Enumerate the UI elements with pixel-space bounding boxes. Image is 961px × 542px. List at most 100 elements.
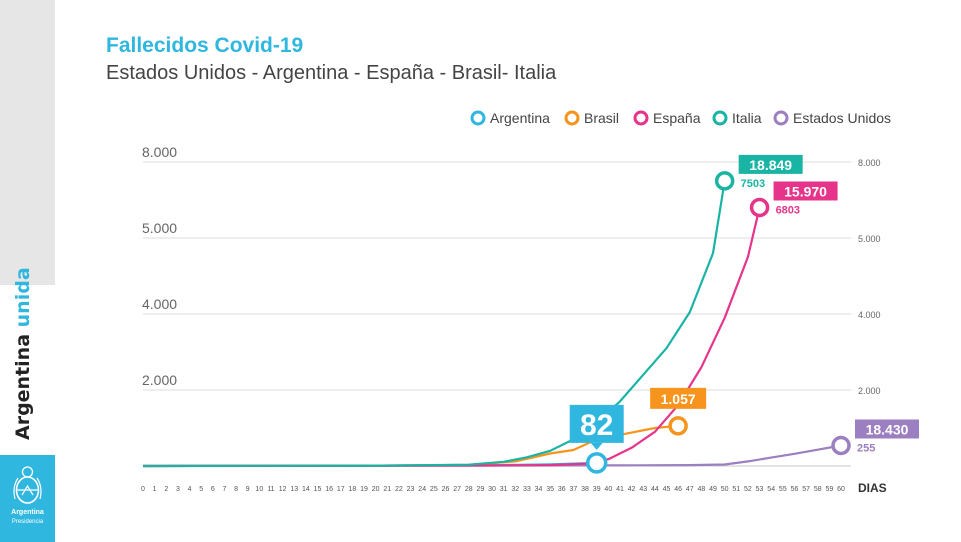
right-y-tick-label: 8.000 bbox=[858, 158, 881, 168]
x-tick-label: 33 bbox=[523, 486, 531, 493]
x-tick-label: 60 bbox=[837, 486, 845, 493]
legend-marker-argentina bbox=[470, 110, 486, 126]
x-tick-label: 58 bbox=[814, 486, 822, 493]
left-y-tick-label: 8.000 bbox=[142, 144, 177, 160]
x-tick-label: 50 bbox=[721, 486, 729, 493]
x-tick-label: 45 bbox=[663, 486, 671, 493]
seal-caption-argentina: Argentina bbox=[11, 509, 44, 516]
x-tick-label: 17 bbox=[337, 486, 345, 493]
legend-marker-espana bbox=[633, 110, 649, 126]
x-tick-label: 43 bbox=[639, 486, 647, 493]
x-tick-label: 16 bbox=[325, 486, 333, 493]
right-y-axis-ticks: 8.000 5.000 4.000 2.000 bbox=[858, 158, 881, 396]
end-label-box-argentina bbox=[569, 404, 624, 443]
seal-caption-presidencia: Presidencia bbox=[11, 519, 44, 525]
x-tick-label: 55 bbox=[779, 486, 787, 493]
seal-icon bbox=[13, 466, 42, 504]
presidencia-logo-box: Argentina Presidencia bbox=[0, 455, 55, 542]
x-tick-label: 41 bbox=[616, 486, 624, 493]
x-axis-ticks: 0 1 2 3 4 5 6 7 8 9 10 11 12 13 14 15 16 17 18 19 20 21 22 23 24… bbox=[141, 486, 845, 493]
end-value-espana: 6803 bbox=[776, 204, 800, 216]
x-tick-label: 30 bbox=[488, 486, 496, 493]
x-tick-label: 54 bbox=[767, 486, 775, 493]
x-tick-label: 57 bbox=[802, 486, 810, 493]
x-tick-label: 6 bbox=[211, 486, 215, 493]
x-tick-label: 56 bbox=[791, 486, 799, 493]
x-tick-label: 31 bbox=[500, 486, 508, 493]
x-tick-label: 7 bbox=[222, 486, 226, 493]
x-tick-label: 2 bbox=[164, 486, 168, 493]
x-tick-label: 34 bbox=[535, 486, 543, 493]
left-y-tick-label: 4.000 bbox=[142, 296, 177, 312]
legend-label-italia: Italia bbox=[732, 110, 762, 126]
x-axis-label: DIAS bbox=[858, 481, 887, 495]
x-tick-label: 37 bbox=[570, 486, 578, 493]
right-y-tick-label: 2.000 bbox=[858, 386, 881, 396]
x-tick-label: 23 bbox=[407, 486, 415, 493]
x-tick-label: 47 bbox=[686, 486, 694, 493]
end-value-estados-unidos: 255 bbox=[857, 442, 875, 454]
legend-marker-estados-unidos bbox=[773, 110, 789, 126]
x-tick-label: 42 bbox=[628, 486, 636, 493]
end-label-argentina: 82 bbox=[580, 409, 613, 442]
x-tick-label: 38 bbox=[581, 486, 589, 493]
left-y-tick-label: 2.000 bbox=[142, 372, 177, 388]
x-tick-label: 52 bbox=[744, 486, 752, 493]
x-tick-label: 11 bbox=[267, 486, 274, 493]
x-tick-label: 8 bbox=[234, 486, 238, 493]
end-label-box-brasil bbox=[650, 387, 707, 409]
x-tick-label: 49 bbox=[709, 486, 717, 493]
end-label-espana: 15.970 bbox=[784, 183, 827, 199]
x-tick-label: 1 bbox=[153, 486, 157, 493]
end-label-pointer-argentina bbox=[590, 442, 603, 450]
x-tick-label: 22 bbox=[395, 486, 403, 493]
chart-title: Fallecidos Covid-19 bbox=[106, 34, 304, 57]
x-tick-label: 5 bbox=[199, 486, 203, 493]
x-tick-label: 29 bbox=[476, 486, 484, 493]
end-marker-brasil bbox=[668, 416, 688, 436]
x-tick-label: 15 bbox=[314, 486, 322, 493]
right-y-tick-label: 5.000 bbox=[858, 234, 881, 244]
x-tick-label: 14 bbox=[302, 486, 310, 493]
x-tick-label: 0 bbox=[141, 486, 145, 493]
x-tick-label: 18 bbox=[349, 486, 357, 493]
x-tick-label: 12 bbox=[279, 486, 287, 493]
legend-label-estados-unidos: Estados Unidos bbox=[793, 110, 891, 126]
end-marker-argentina bbox=[585, 452, 608, 474]
legend-label-espana: España bbox=[653, 110, 701, 126]
left-y-tick-label: 5.000 bbox=[142, 220, 177, 236]
series-end-markers: 82 1.057 15.970 6803 18.849 7503 18.430 255 bbox=[569, 154, 919, 474]
x-tick-label: 19 bbox=[360, 486, 368, 493]
legend-label-brasil: Brasil bbox=[584, 110, 619, 126]
series-lines bbox=[142, 180, 842, 468]
legend-label-argentina: Argentina bbox=[490, 110, 550, 126]
end-label-box-italia bbox=[738, 154, 803, 174]
x-tick-label: 25 bbox=[430, 486, 438, 493]
x-tick-label: 59 bbox=[825, 486, 833, 493]
end-marker-espana bbox=[749, 197, 770, 218]
right-y-tick-label: 4.000 bbox=[858, 310, 881, 320]
x-tick-label: 27 bbox=[453, 486, 461, 493]
end-label-box-estados-unidos bbox=[855, 419, 919, 439]
series-line-italia bbox=[142, 180, 726, 468]
sidebar-panel bbox=[0, 0, 55, 285]
gridlines bbox=[143, 161, 851, 467]
end-label-box-espana bbox=[773, 181, 838, 201]
x-tick-label: 4 bbox=[188, 486, 192, 493]
legend: Argentina Brasil España Italia Estados Unido… bbox=[470, 110, 891, 126]
left-y-axis-ticks: 8.000 5.000 4.000 2.000 bbox=[142, 144, 177, 388]
x-tick-label: 36 bbox=[558, 486, 566, 493]
x-tick-label: 13 bbox=[290, 486, 298, 493]
legend-marker-brasil bbox=[564, 110, 580, 126]
x-tick-label: 24 bbox=[418, 486, 426, 493]
end-label-estados-unidos: 18.430 bbox=[866, 421, 909, 437]
x-tick-label: 26 bbox=[442, 486, 450, 493]
x-tick-label: 46 bbox=[674, 486, 682, 493]
x-tick-label: 9 bbox=[246, 486, 250, 493]
chart-subtitle: Estados Unidos - Argentina - España - Br… bbox=[106, 62, 557, 84]
x-tick-label: 44 bbox=[651, 486, 659, 493]
x-tick-label: 21 bbox=[383, 486, 391, 493]
x-tick-label: 35 bbox=[546, 486, 554, 493]
end-label-brasil: 1.057 bbox=[661, 391, 696, 407]
